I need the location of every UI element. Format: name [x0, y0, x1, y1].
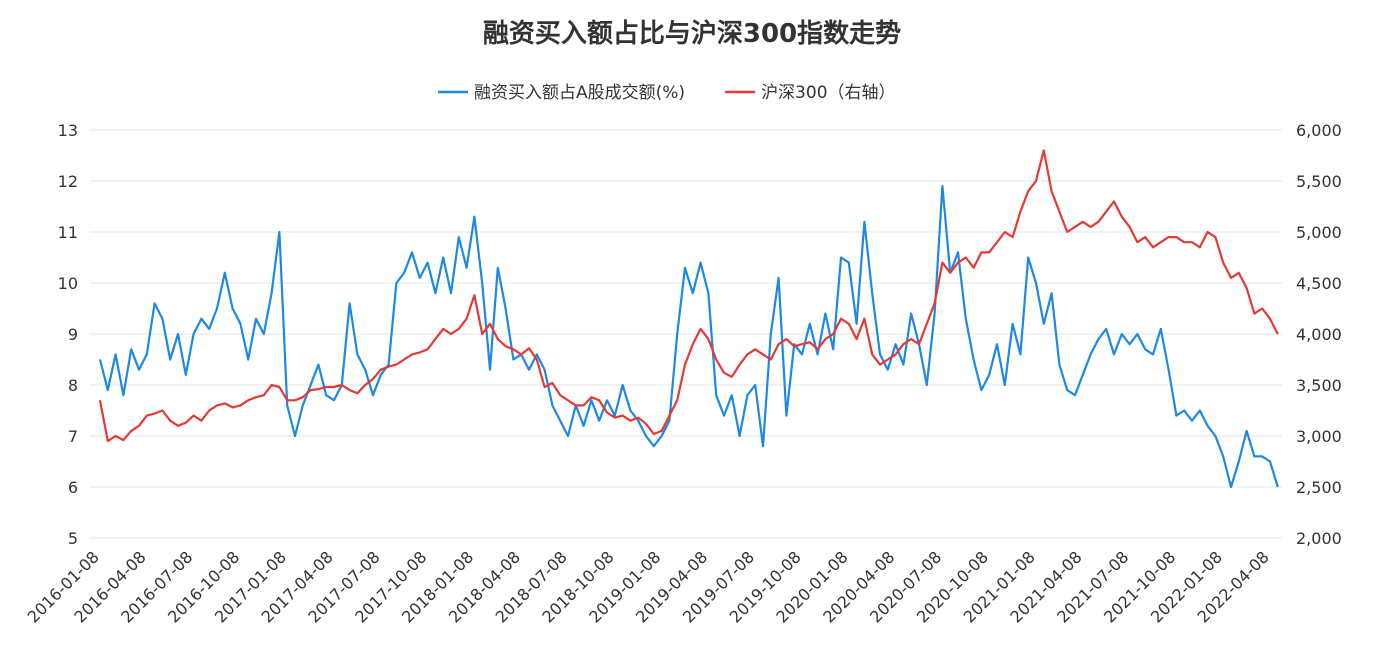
y2-tick-label: 4,500 [1296, 274, 1342, 293]
y-tick-label: 6 [68, 478, 78, 497]
y-tick-label: 10 [58, 274, 78, 293]
y-tick-label: 9 [68, 325, 78, 344]
y2-tick-label: 6,000 [1296, 121, 1342, 140]
y-tick-label: 12 [58, 172, 78, 191]
y2-tick-label: 4,000 [1296, 325, 1342, 344]
y-tick-label: 7 [68, 427, 78, 446]
y2-tick-label: 3,500 [1296, 376, 1342, 395]
legend-label: 融资买入额占A股成交额(%) [474, 83, 685, 103]
series-line [98, 149, 1279, 443]
y-tick-label: 13 [58, 121, 78, 140]
y2-tick-label: 3,000 [1296, 427, 1342, 446]
y2-tick-label: 5,000 [1296, 223, 1342, 242]
series-line [98, 185, 1279, 489]
y2-tick-label: 5,500 [1296, 172, 1342, 191]
y-tick-label: 5 [68, 529, 78, 548]
y-tick-label: 11 [58, 223, 78, 242]
legend-label: 沪深300（右轴） [761, 83, 895, 103]
y2-tick-label: 2,000 [1296, 529, 1342, 548]
y2-tick-label: 2,500 [1296, 478, 1342, 497]
chart-title: 融资买入额占比与沪深300指数走势 [483, 19, 901, 49]
y-tick-label: 8 [68, 376, 78, 395]
